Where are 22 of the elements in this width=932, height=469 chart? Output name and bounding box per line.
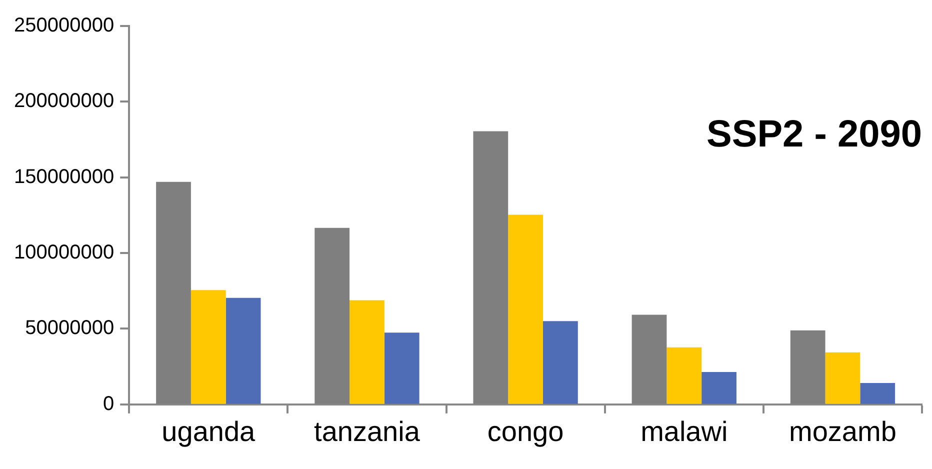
bar xyxy=(542,321,578,404)
bar xyxy=(508,214,543,404)
bar xyxy=(825,352,860,404)
bar xyxy=(860,383,896,404)
x-tick-label: malawi xyxy=(640,416,728,447)
x-tick-label: tanzania xyxy=(314,416,420,447)
x-tick-label: uganda xyxy=(162,416,256,447)
y-tick-label: 150000000 xyxy=(14,166,114,188)
text: SSP2 - 2090 xyxy=(706,113,922,156)
bar xyxy=(190,290,226,404)
bar xyxy=(350,300,384,404)
y-tick-label: 200000000 xyxy=(14,90,114,112)
bar xyxy=(226,298,261,404)
y-tick-label: 100000000 xyxy=(14,242,114,264)
y-tick-label: 0 xyxy=(102,392,114,415)
y-tick-label: 250000000 xyxy=(14,14,114,37)
bar xyxy=(384,332,420,404)
bar xyxy=(666,347,702,404)
x-tick-label: mozamb xyxy=(789,416,896,447)
x-tick-label: congo xyxy=(487,416,564,447)
bar xyxy=(702,372,736,404)
y-tick-label: 50000000 xyxy=(25,317,114,340)
